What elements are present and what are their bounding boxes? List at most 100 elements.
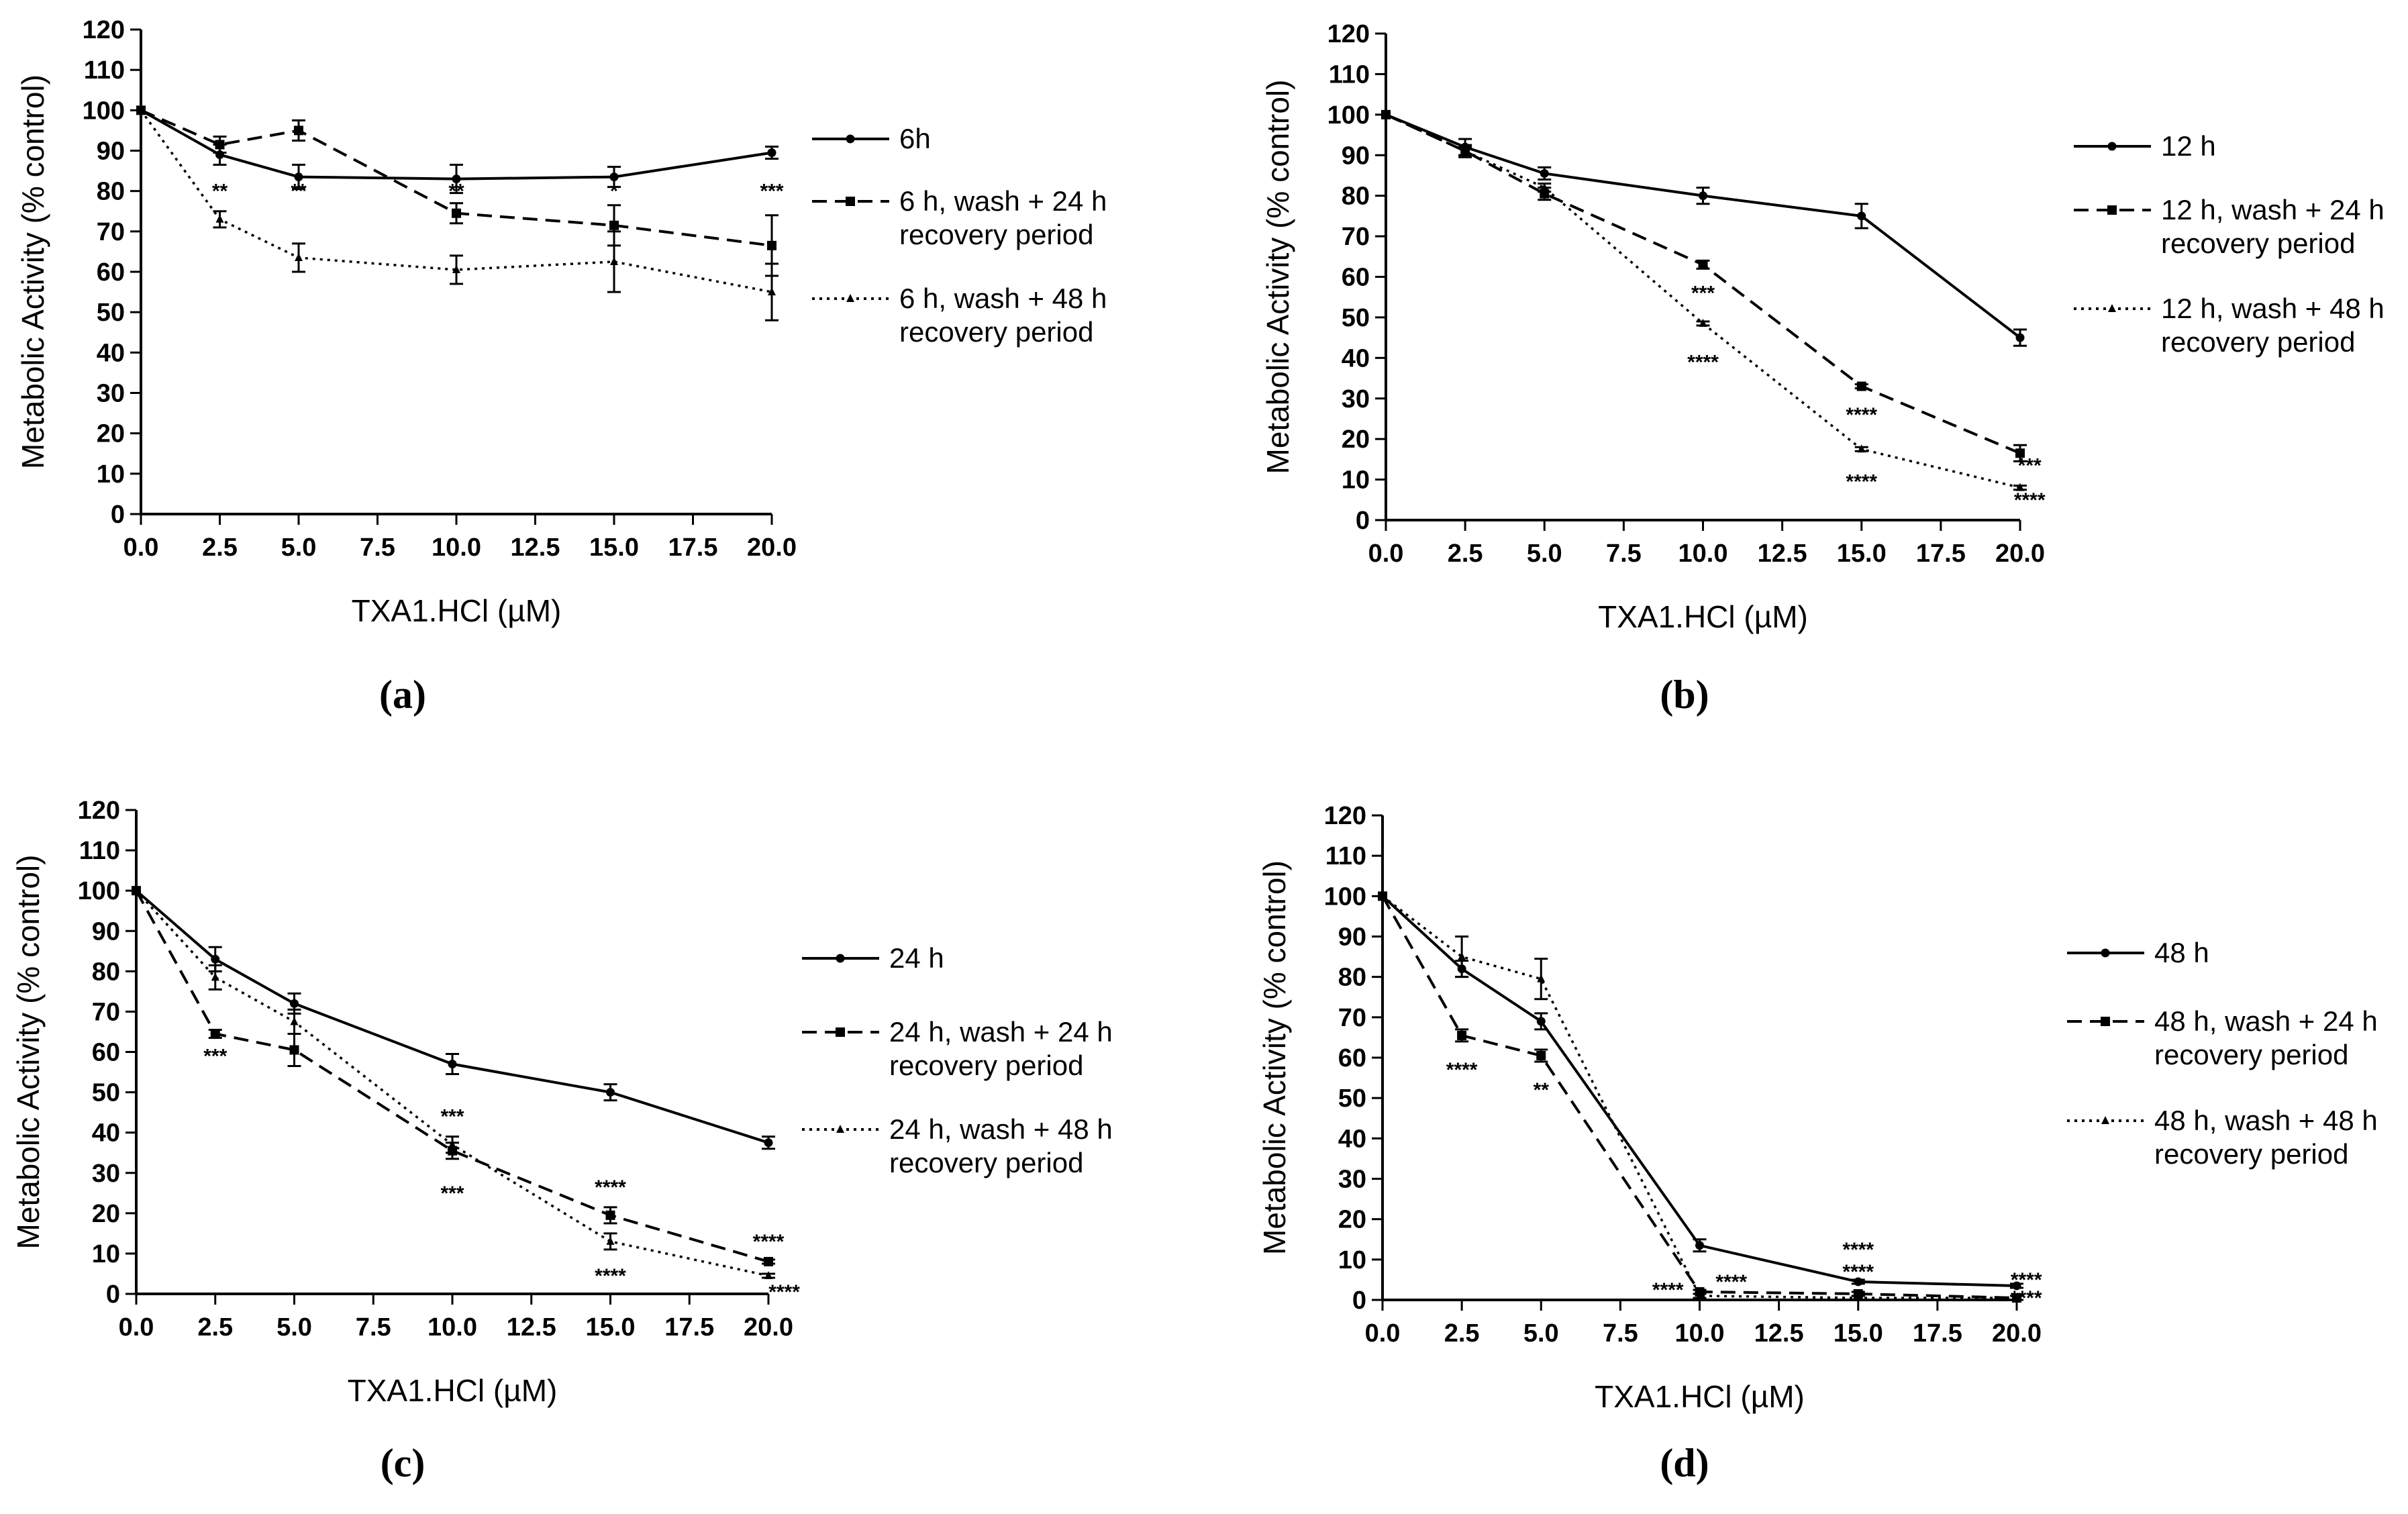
legend-marker bbox=[846, 294, 854, 302]
legend-marker bbox=[2101, 948, 2110, 958]
data-point bbox=[767, 240, 776, 250]
series-3 bbox=[1378, 891, 2023, 1301]
series-line bbox=[135, 890, 769, 1263]
x-tick-label: 10.0 bbox=[1675, 1319, 1725, 1348]
series-line bbox=[140, 109, 772, 181]
data-point bbox=[1857, 211, 1866, 221]
data-point bbox=[610, 256, 618, 265]
legend-label: 12 h, wash + 24 h bbox=[2161, 194, 2385, 225]
data-point bbox=[606, 1088, 615, 1097]
legend-label: 12 h bbox=[2161, 130, 2216, 162]
data-point bbox=[764, 1256, 773, 1266]
y-tick-label: 20 bbox=[1338, 1206, 1366, 1234]
y-tick-label: 100 bbox=[1324, 882, 1366, 911]
significance-label: **** bbox=[1846, 404, 1877, 426]
y-tick-label: 120 bbox=[78, 797, 120, 825]
panel-label: (a) bbox=[379, 672, 426, 717]
data-point bbox=[137, 105, 145, 114]
data-point bbox=[210, 1029, 220, 1039]
y-tick-label: 20 bbox=[97, 420, 125, 448]
significance-label: *** bbox=[440, 1182, 464, 1205]
y-tick-label: 40 bbox=[1338, 1125, 1366, 1153]
data-point bbox=[132, 886, 140, 895]
data-point bbox=[1857, 444, 1866, 453]
data-point bbox=[1536, 1017, 1546, 1026]
panel-label: (d) bbox=[1660, 1441, 1709, 1485]
legend-marker bbox=[836, 1027, 845, 1037]
y-tick-label: 0 bbox=[1352, 1286, 1366, 1315]
y-tick-label: 40 bbox=[97, 339, 125, 367]
legend-marker bbox=[2101, 1116, 2109, 1124]
significance-label: ** bbox=[291, 181, 307, 203]
data-point bbox=[215, 214, 224, 223]
series-line bbox=[140, 109, 772, 293]
y-tick-label: 110 bbox=[1329, 60, 1370, 89]
legend-label: 6 h, wash + 48 h bbox=[899, 283, 1107, 314]
y-tick-label: 50 bbox=[97, 299, 125, 327]
significance-label: *** bbox=[440, 1106, 464, 1128]
x-tick-label: 12.5 bbox=[1754, 1319, 1804, 1348]
series-line bbox=[135, 889, 769, 1144]
x-axis-label: TXA1.HCl (µM) bbox=[1598, 599, 1808, 634]
data-point bbox=[448, 1060, 457, 1069]
x-tick-label: 15.0 bbox=[1834, 1319, 1883, 1348]
y-tick-label: 30 bbox=[1342, 385, 1370, 413]
data-point bbox=[605, 1210, 615, 1220]
x-tick-label: 12.5 bbox=[507, 1313, 556, 1342]
panel-label: (c) bbox=[381, 1441, 425, 1485]
x-tick-label: 17.5 bbox=[668, 534, 718, 562]
significance-label: ** bbox=[212, 181, 228, 203]
series-line bbox=[1385, 113, 2021, 339]
significance-label: **** bbox=[595, 1265, 626, 1287]
x-tick-label: 5.0 bbox=[281, 534, 317, 562]
data-point bbox=[295, 252, 303, 261]
data-point bbox=[1695, 1291, 1704, 1299]
significance-label: ** bbox=[1534, 1079, 1550, 1101]
data-point bbox=[1695, 1241, 1704, 1250]
legend-label: 48 h, wash + 48 h bbox=[2154, 1105, 2378, 1136]
x-tick-label: 10.0 bbox=[428, 1313, 477, 1342]
x-tick-label: 0.0 bbox=[1368, 540, 1404, 568]
x-tick-label: 17.5 bbox=[1913, 1319, 1962, 1348]
series-line bbox=[1381, 895, 2017, 1287]
y-tick-label: 10 bbox=[1338, 1246, 1366, 1274]
legend-label: 48 h bbox=[2154, 937, 2209, 968]
y-tick-label: 30 bbox=[1338, 1166, 1366, 1194]
y-tick-label: 120 bbox=[1324, 802, 1366, 830]
legend-label: recovery period bbox=[2161, 326, 2355, 358]
chart-panel-a: 0 10 20 30 40 50 60 70 80 90 100 110 120 0.0 2.5 5.0 7.5… bbox=[15, 16, 1107, 717]
y-tick-label: 70 bbox=[1338, 1004, 1366, 1032]
legend-marker bbox=[2101, 1017, 2110, 1026]
y-tick-label: 0 bbox=[106, 1280, 120, 1309]
data-point bbox=[1382, 109, 1390, 118]
y-tick-label: 60 bbox=[92, 1039, 120, 1067]
y-axis-label: Metabolic Activity (% control) bbox=[1257, 860, 1292, 1255]
y-tick-label: 50 bbox=[92, 1079, 120, 1107]
panel-label: (b) bbox=[1660, 672, 1709, 717]
series-1 bbox=[1378, 891, 2023, 1291]
x-tick-label: 17.5 bbox=[664, 1313, 714, 1342]
y-tick-label: 90 bbox=[1338, 923, 1366, 952]
significance-label: * bbox=[610, 181, 618, 203]
data-point bbox=[2012, 1281, 2021, 1291]
legend-label: recovery period bbox=[899, 219, 1093, 250]
significance-label: **** bbox=[1715, 1271, 1747, 1293]
y-tick-label: 110 bbox=[1325, 842, 1366, 870]
y-tick-label: 90 bbox=[97, 138, 125, 166]
legend-label: 24 h bbox=[889, 942, 944, 974]
data-point bbox=[294, 172, 303, 182]
significance-label: **** bbox=[1652, 1279, 1684, 1301]
y-tick-label: 70 bbox=[97, 218, 125, 246]
data-point bbox=[1461, 146, 1470, 155]
legend-label: 12 h, wash + 48 h bbox=[2161, 293, 2385, 324]
data-point bbox=[606, 1236, 615, 1245]
x-axis-label: TXA1.HCl (µM) bbox=[1595, 1379, 1805, 1414]
significance-label: **** bbox=[1687, 351, 1719, 373]
x-tick-label: 15.0 bbox=[1837, 540, 1887, 568]
data-point bbox=[1698, 260, 1708, 270]
x-tick-label: 7.5 bbox=[1603, 1319, 1638, 1348]
legend-label: 24 h, wash + 24 h bbox=[889, 1016, 1113, 1048]
series-line bbox=[140, 109, 772, 247]
legend-label: 6 h, wash + 24 h bbox=[899, 185, 1107, 217]
x-tick-label: 10.0 bbox=[1678, 540, 1728, 568]
